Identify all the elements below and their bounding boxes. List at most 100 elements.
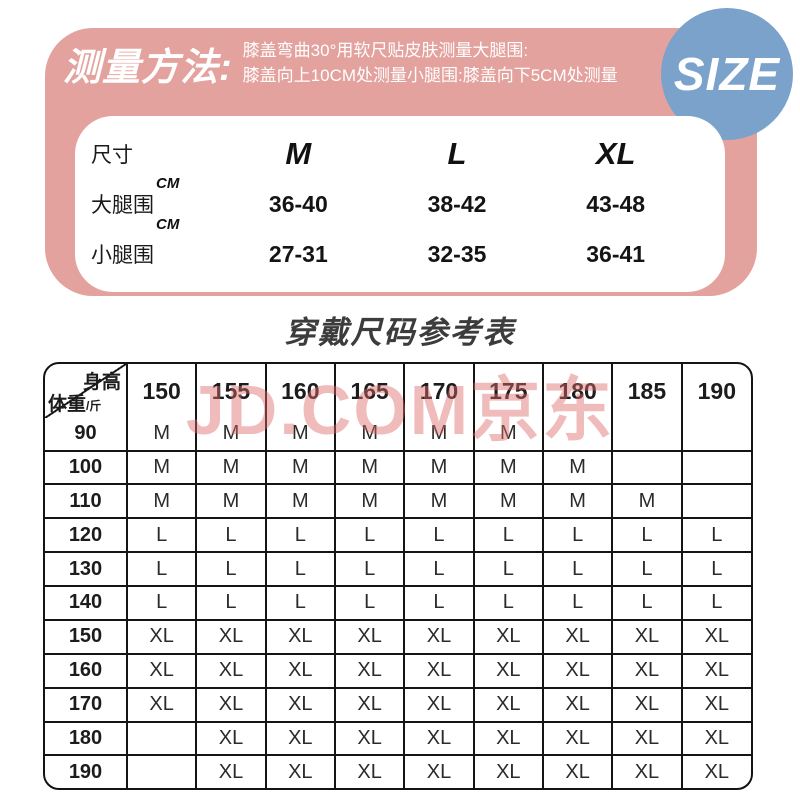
size-cell: XL bbox=[196, 619, 267, 655]
size-cell: XL bbox=[265, 619, 336, 655]
size-cell: XL bbox=[127, 687, 198, 723]
size-cell: L bbox=[542, 518, 614, 554]
size-cell: XL bbox=[473, 653, 544, 689]
size-cell: XL bbox=[404, 687, 475, 723]
size-cell: XL bbox=[612, 687, 683, 723]
size-cell: M bbox=[196, 450, 267, 486]
table-row: 130 L L L L L L L L L bbox=[45, 552, 751, 588]
height-header-row: 身高 体重/斤 150 155 160 165 170 175 180 185 190 bbox=[45, 364, 751, 418]
height-header-cell: 160 bbox=[265, 364, 336, 418]
size-cell bbox=[681, 484, 751, 520]
size-cell: L bbox=[404, 586, 475, 621]
calf-value-m: 27-31 bbox=[268, 240, 328, 267]
weight-label-cell: 190 bbox=[45, 755, 128, 788]
weight-label-cell: 170 bbox=[45, 687, 128, 723]
size-cell: M bbox=[265, 484, 336, 520]
table-row: 110 M M M M M M M M bbox=[45, 484, 751, 520]
size-cell: L bbox=[612, 552, 683, 588]
size-cell: M bbox=[404, 418, 475, 452]
size-cell: XL bbox=[612, 653, 683, 689]
size-cell: XL bbox=[681, 653, 751, 689]
size-cell: L bbox=[404, 518, 475, 554]
size-cell: L bbox=[334, 586, 406, 621]
size-cell: L bbox=[473, 552, 544, 588]
size-cell: XL bbox=[334, 755, 406, 788]
size-cell: L bbox=[681, 552, 751, 588]
table-row: 120 L L L L L L L L L bbox=[45, 518, 751, 554]
size-cell: L bbox=[542, 586, 614, 621]
table-row: 150 XL XL XL XL XL XL XL XL XL bbox=[45, 619, 751, 655]
size-cell bbox=[127, 721, 198, 757]
size-cell: L bbox=[196, 586, 267, 621]
size-cell: L bbox=[473, 586, 544, 621]
size-cell: XL bbox=[681, 687, 751, 723]
size-cell: L bbox=[334, 552, 406, 588]
size-cell: L bbox=[196, 518, 267, 554]
size-cell: L bbox=[265, 518, 336, 554]
size-cell: L bbox=[612, 586, 683, 621]
size-cell: L bbox=[612, 518, 683, 554]
size-cell: M bbox=[542, 484, 614, 520]
size-cell: XL bbox=[334, 653, 406, 689]
calf-value-l: 32-35 bbox=[427, 240, 487, 267]
height-axis-label: 身高 bbox=[82, 372, 121, 393]
size-cell: L bbox=[127, 586, 198, 621]
size-cell: XL bbox=[681, 619, 751, 655]
size-cell: M bbox=[404, 484, 475, 520]
size-cell: L bbox=[334, 518, 406, 554]
banner-description-line-1: 膝盖弯曲30°用软尺贴皮肤测量大腿围: bbox=[242, 40, 529, 60]
height-header-cell: 175 bbox=[473, 364, 544, 418]
calf-row-label: 小腿围 bbox=[91, 244, 154, 267]
size-cell: L bbox=[681, 586, 751, 621]
weight-label-cell: 160 bbox=[45, 653, 128, 689]
size-cell: M bbox=[404, 450, 475, 486]
calf-value-xl: 36-41 bbox=[586, 240, 646, 267]
size-cell: XL bbox=[196, 653, 267, 689]
weight-label-cell: 120 bbox=[45, 518, 128, 554]
size-cell bbox=[681, 418, 751, 452]
size-cell: XL bbox=[404, 721, 475, 757]
size-cell: M bbox=[265, 418, 336, 452]
size-cell: XL bbox=[612, 721, 683, 757]
size-cell: XL bbox=[265, 721, 336, 757]
weight-label-cell: 110 bbox=[45, 484, 128, 520]
weight-label-cell: 100 bbox=[45, 450, 128, 486]
size-cell: XL bbox=[196, 687, 267, 723]
size-cell: M bbox=[265, 450, 336, 486]
size-cell: XL bbox=[681, 721, 751, 757]
weight-label-cell: 140 bbox=[45, 586, 128, 621]
size-cell: XL bbox=[542, 619, 614, 655]
cm-unit-sup: CM bbox=[156, 175, 180, 192]
size-cell: L bbox=[265, 586, 336, 621]
thigh-label-text: 大腿围 bbox=[91, 194, 154, 217]
size-cell: XL bbox=[473, 721, 544, 757]
table-row: 140 L L L L L L L L L bbox=[45, 586, 751, 621]
size-reference-table: 身高 体重/斤 150 155 160 165 170 175 180 185 190 90 M M… bbox=[43, 362, 753, 790]
size-l-header: L bbox=[447, 136, 467, 171]
size-cell: XL bbox=[404, 653, 475, 689]
size-cell: XL bbox=[542, 653, 614, 689]
weight-axis-unit: /斤 bbox=[86, 399, 102, 413]
table-row: 190 XL XL XL XL XL XL XL XL bbox=[45, 755, 751, 788]
size-cell: XL bbox=[473, 755, 544, 788]
size-cell: M bbox=[473, 450, 544, 486]
size-cell: M bbox=[612, 484, 683, 520]
banner-title: 测量方法: bbox=[63, 47, 233, 89]
size-cell: XL bbox=[404, 619, 475, 655]
table-row: 170 XL XL XL XL XL XL XL XL XL bbox=[45, 687, 751, 723]
height-header-cell: 190 bbox=[697, 377, 736, 404]
size-cell: M bbox=[334, 418, 406, 452]
height-header-cell: 165 bbox=[334, 364, 406, 418]
corner-cell: 身高 体重/斤 bbox=[45, 364, 128, 418]
size-cell: XL bbox=[196, 721, 267, 757]
banner-header: 测量方法: 膝盖弯曲30°用软尺贴皮肤测量大腿围: 膝盖向上10CM处测量小腿围… bbox=[63, 36, 618, 91]
size-cell: XL bbox=[265, 755, 336, 788]
cm-unit-stack: CM CM bbox=[156, 176, 179, 232]
table-row: 100 M M M M M M M bbox=[45, 450, 751, 486]
size-cell: XL bbox=[473, 687, 544, 723]
table-row: 90 M M M M M M bbox=[45, 418, 751, 452]
size-cell: M bbox=[196, 418, 267, 452]
height-header-cell: 170 bbox=[404, 364, 475, 418]
size-cell: XL bbox=[334, 687, 406, 723]
